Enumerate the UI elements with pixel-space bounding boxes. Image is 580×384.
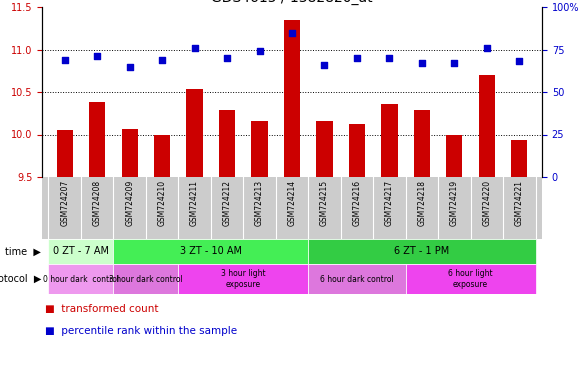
Point — [482, 45, 491, 51]
Text: 0 ZT - 7 AM: 0 ZT - 7 AM — [53, 247, 109, 257]
Bar — [49, 264, 114, 294]
Point — [417, 60, 426, 66]
Text: 6 hour light
exposure: 6 hour light exposure — [448, 269, 493, 289]
Bar — [405, 264, 535, 294]
Bar — [308, 264, 405, 294]
Text: ■  transformed count: ■ transformed count — [45, 304, 158, 314]
Bar — [114, 239, 308, 264]
Text: GSM724208: GSM724208 — [93, 180, 101, 226]
Text: GSM724219: GSM724219 — [450, 180, 459, 226]
Bar — [49, 239, 114, 264]
Bar — [308, 239, 535, 264]
Point — [222, 55, 231, 61]
Bar — [57, 130, 73, 177]
Bar — [179, 264, 308, 294]
Bar — [478, 75, 495, 177]
Bar — [284, 20, 300, 177]
Point — [190, 45, 200, 51]
Bar — [414, 110, 430, 177]
Text: 0 hour dark  control: 0 hour dark control — [43, 275, 119, 283]
Text: GSM724213: GSM724213 — [255, 180, 264, 226]
Bar — [122, 129, 138, 177]
Point — [450, 60, 459, 66]
Title: GDS4615 / 1382820_at: GDS4615 / 1382820_at — [211, 0, 373, 5]
Bar — [251, 121, 267, 177]
Text: GSM724212: GSM724212 — [223, 180, 231, 226]
Text: 6 hour dark control: 6 hour dark control — [320, 275, 394, 283]
Text: protocol  ▶: protocol ▶ — [0, 274, 41, 284]
Point — [93, 53, 102, 60]
Point — [385, 55, 394, 61]
Bar — [446, 134, 462, 177]
Point — [158, 56, 167, 63]
Bar — [154, 135, 171, 177]
Point — [320, 62, 329, 68]
Point — [352, 55, 361, 61]
Text: 6 ZT - 1 PM: 6 ZT - 1 PM — [394, 247, 450, 257]
Text: GSM724207: GSM724207 — [60, 180, 69, 226]
Text: 3 ZT - 10 AM: 3 ZT - 10 AM — [180, 247, 242, 257]
Text: GSM724209: GSM724209 — [125, 180, 134, 226]
Text: 3 hour dark control: 3 hour dark control — [109, 275, 183, 283]
Point — [125, 63, 135, 70]
Bar — [187, 89, 203, 177]
Text: GSM724220: GSM724220 — [483, 180, 491, 226]
Bar — [316, 121, 332, 177]
Text: GSM724217: GSM724217 — [385, 180, 394, 226]
Text: GSM724211: GSM724211 — [190, 180, 199, 226]
Point — [60, 56, 70, 63]
Text: GSM724216: GSM724216 — [353, 180, 361, 226]
Bar — [219, 110, 235, 177]
Text: GSM724215: GSM724215 — [320, 180, 329, 226]
Text: time  ▶: time ▶ — [5, 247, 41, 257]
Text: GSM724210: GSM724210 — [158, 180, 166, 226]
Point — [255, 48, 264, 54]
Bar — [114, 264, 179, 294]
Point — [287, 30, 296, 36]
Point — [514, 58, 524, 65]
Bar — [349, 124, 365, 177]
Bar — [381, 104, 397, 177]
Text: ■  percentile rank within the sample: ■ percentile rank within the sample — [45, 326, 237, 336]
Bar — [89, 102, 106, 177]
Text: GSM724214: GSM724214 — [288, 180, 296, 226]
Text: GSM724221: GSM724221 — [515, 180, 524, 226]
Text: 3 hour light
exposure: 3 hour light exposure — [221, 269, 266, 289]
Bar — [511, 141, 527, 177]
Text: GSM724218: GSM724218 — [418, 180, 426, 226]
